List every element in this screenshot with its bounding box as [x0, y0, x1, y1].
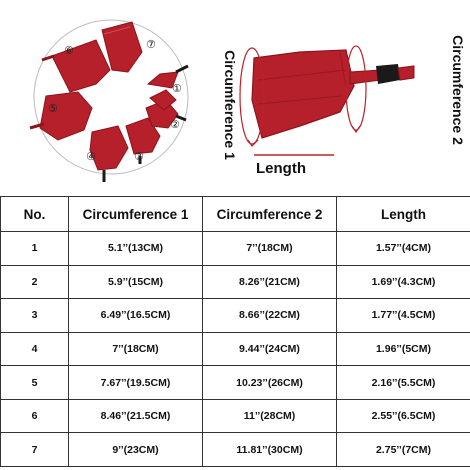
cell-length: 1.57’’(4CM)	[336, 231, 470, 266]
cell-no: 1	[0, 231, 69, 266]
header-no: No.	[0, 196, 69, 232]
cell-no: 5	[0, 365, 69, 400]
product-figure: ⑦ ⑥ ⑤ ④ ③ ② ① Circumference 1 Circumfere…	[0, 0, 470, 195]
ring-number-6: ⑥	[64, 44, 74, 57]
muzzle-illustration: ⑦ ⑥ ⑤ ④ ③ ② ①	[29, 19, 415, 182]
large-muzzle	[251, 49, 415, 139]
muzzle-3	[125, 117, 161, 164]
cell-length: 2.16’’(5.5CM)	[336, 365, 470, 400]
circumference1-label: Circumference 1	[222, 50, 238, 160]
cell-no: 2	[0, 264, 69, 300]
cell-length: 1.77’’(4.5CM)	[336, 298, 470, 333]
cell-no: 3	[0, 298, 69, 333]
cell-circumference2: 8.66’’(22CM)	[202, 298, 337, 333]
cell-circumference2: 11’’(28CM)	[202, 398, 337, 434]
cell-length: 2.55’’(6.5CM)	[336, 398, 470, 434]
cell-length: 1.96’’(5CM)	[336, 331, 470, 367]
table-row: 7 9’’(23CM) 11.81’’(30CM) 2.75’’(7CM)	[0, 432, 470, 467]
cell-circumference2: 9.44’’(24CM)	[202, 331, 337, 367]
header-circumference1: Circumference 1	[68, 196, 203, 232]
ring-number-3: ③	[134, 150, 144, 163]
table-row: 2 5.9’’(15CM) 8.26’’(21CM) 1.69’’(4.3CM)	[0, 264, 470, 300]
ring-number-5: ⑤	[48, 102, 58, 115]
header-length: Length	[336, 196, 470, 232]
muzzle-7	[101, 21, 143, 73]
circumference1-arrow	[239, 47, 265, 145]
cell-length: 2.75’’(7CM)	[336, 432, 470, 467]
circumference2-label: Circumference 2	[450, 35, 466, 145]
table-row: 6 8.46’’(21.5CM) 11’’(28CM) 2.55’’(6.5CM…	[0, 398, 470, 434]
table-row: 5 7.67’’(19.5CM) 10.23’’(26CM) 2.16’’(5.…	[0, 365, 470, 400]
cell-circumference1: 8.46’’(21.5CM)	[68, 398, 203, 434]
cell-circumference1: 9’’(23CM)	[68, 432, 203, 467]
ring-number-1: ①	[172, 82, 182, 95]
muzzle-5	[29, 91, 93, 141]
cell-circumference1: 6.49’’(16.5CM)	[68, 298, 203, 333]
cell-circumference1: 7’’(18CM)	[68, 331, 203, 367]
cell-circumference2: 8.26’’(21CM)	[202, 264, 337, 300]
table-row: 3 6.49’’(16.5CM) 8.66’’(22CM) 1.77’’(4.5…	[0, 298, 470, 333]
table-row: 4 7’’(18CM) 9.44’’(24CM) 1.96’’(5CM)	[0, 331, 470, 367]
cell-circumference2: 7’’(18CM)	[202, 231, 337, 266]
cell-no: 7	[0, 432, 69, 467]
circumference2-arrow	[345, 45, 367, 131]
cell-circumference2: 10.23’’(26CM)	[202, 365, 337, 400]
header-circumference2: Circumference 2	[202, 196, 337, 232]
length-label: Length	[256, 160, 306, 177]
muzzle-1	[146, 64, 189, 111]
cell-circumference1: 7.67’’(19.5CM)	[68, 365, 203, 400]
ring-number-2: ②	[170, 118, 180, 131]
ring-number-4: ④	[86, 150, 96, 163]
table-row: 1 5.1’’(13CM) 7’’(18CM) 1.57’’(4CM)	[0, 231, 470, 266]
cell-length: 1.69’’(4.3CM)	[336, 264, 470, 300]
cell-no: 4	[0, 331, 69, 367]
cell-circumference1: 5.9’’(15CM)	[68, 264, 203, 300]
cell-circumference1: 5.1’’(13CM)	[68, 231, 203, 266]
size-chart-table: No. Circumference 1 Circumference 2 Leng…	[0, 196, 470, 467]
cell-no: 6	[0, 398, 69, 434]
muzzle-6	[41, 39, 111, 93]
table-header-row: No. Circumference 1 Circumference 2 Leng…	[0, 196, 470, 232]
muzzle-4	[89, 125, 129, 182]
ring-number-7: ⑦	[146, 38, 156, 51]
cell-circumference2: 11.81’’(30CM)	[202, 432, 337, 467]
ring-outline	[33, 19, 189, 175]
